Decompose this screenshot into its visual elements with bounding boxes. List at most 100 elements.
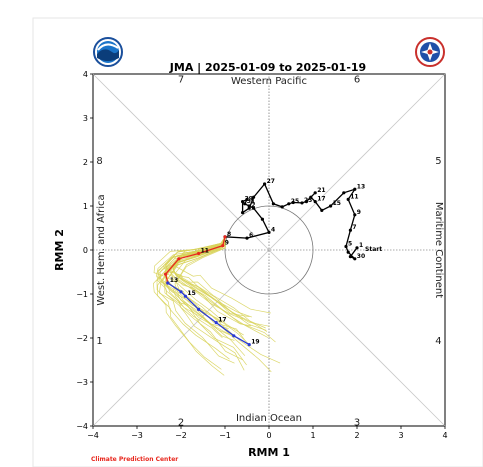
observed-point bbox=[304, 200, 308, 204]
observed-date-label: 4 bbox=[271, 226, 275, 233]
observed-point bbox=[247, 204, 251, 208]
observed-point bbox=[287, 202, 291, 206]
ensemble-line bbox=[175, 236, 281, 364]
observed-point bbox=[245, 197, 249, 201]
observed-point bbox=[291, 200, 295, 205]
observed-point bbox=[348, 255, 352, 259]
forecast-point bbox=[164, 272, 168, 276]
phase-number: 8 bbox=[96, 156, 102, 167]
x-tick-label: 2 bbox=[354, 431, 359, 440]
y-tick-label: −3 bbox=[76, 378, 88, 387]
forecast-point bbox=[232, 334, 236, 338]
y-tick-label: 4 bbox=[83, 70, 88, 79]
credit-text: Climate Prediction Center bbox=[91, 456, 178, 463]
observed-date-label: 1 bbox=[359, 242, 363, 249]
observed-point bbox=[353, 257, 357, 261]
x-tick-label: 1 bbox=[310, 431, 315, 440]
observed-date-label: 2 bbox=[251, 202, 255, 209]
forecast-point bbox=[221, 244, 225, 248]
observed-date-label: 13 bbox=[357, 183, 365, 190]
observed-point bbox=[346, 197, 350, 201]
x-axis-label: RMM 1 bbox=[248, 446, 290, 459]
ensemble-members bbox=[153, 236, 281, 376]
noaa-logo bbox=[93, 37, 123, 67]
forecast-point bbox=[214, 321, 218, 325]
observed-date-label: 7 bbox=[352, 224, 356, 231]
y-tick-label: 0 bbox=[83, 246, 88, 255]
forecast-mean-track: 9 11 13 15 17 19 bbox=[164, 235, 260, 347]
forecast-point bbox=[183, 294, 187, 298]
observed-date-label: 6 bbox=[249, 232, 253, 239]
region-top: Western Pacific bbox=[231, 76, 307, 87]
observed-point bbox=[348, 228, 352, 232]
observed-date-label: 25 bbox=[291, 198, 299, 205]
forecast-date-label: 17 bbox=[218, 317, 226, 324]
phase-number: 5 bbox=[435, 156, 441, 167]
x-tick-label: 3 bbox=[398, 431, 403, 440]
x-tick-label: 4 bbox=[442, 431, 447, 440]
observed-point bbox=[243, 202, 247, 206]
observed-point bbox=[245, 236, 249, 240]
ensemble-line bbox=[158, 236, 235, 364]
forecast-point bbox=[197, 307, 201, 311]
observed-date-label: 30 bbox=[357, 253, 365, 260]
observed-point bbox=[344, 244, 348, 249]
observed-point bbox=[241, 200, 245, 204]
y-tick-label: −1 bbox=[76, 290, 88, 299]
observed-point bbox=[267, 230, 271, 234]
observed-point bbox=[300, 201, 304, 205]
forecast-date-label: 9 bbox=[225, 240, 229, 247]
x-tick-label: −1 bbox=[219, 431, 231, 440]
phase-number: 6 bbox=[354, 74, 360, 85]
forecast-point bbox=[177, 257, 181, 261]
observed-point bbox=[346, 250, 350, 254]
region-right: Maritime Continent bbox=[433, 202, 444, 298]
ensemble-line bbox=[165, 236, 250, 317]
x-tick-label: −4 bbox=[87, 431, 99, 440]
forecast-point bbox=[179, 290, 183, 294]
nws-logo bbox=[415, 37, 445, 67]
y-tick-label: −2 bbox=[76, 334, 88, 343]
x-tick-label: 0 bbox=[266, 431, 271, 440]
forecast-date-label: 13 bbox=[170, 277, 178, 284]
ensemble-line bbox=[161, 236, 243, 361]
x-tick-label: −3 bbox=[131, 431, 143, 440]
diagonal-line bbox=[92, 73, 446, 427]
observed-point bbox=[353, 187, 357, 191]
forecast-point bbox=[247, 343, 251, 347]
y-tick-label: 2 bbox=[83, 158, 88, 167]
amplitude-circle bbox=[224, 205, 314, 295]
forecast-point bbox=[197, 251, 201, 256]
observed-date-label: 23 bbox=[304, 197, 312, 204]
observed-date-label: 15 bbox=[333, 200, 341, 207]
chart-title: JMA | 2025-01-09 to 2025-01-19 bbox=[169, 61, 366, 74]
observed-line bbox=[224, 182, 358, 260]
observed-date-label: 11 bbox=[350, 193, 358, 200]
region-bottom: Indian Ocean bbox=[236, 413, 302, 424]
observed-date-label: 31 bbox=[247, 198, 255, 205]
y-tick-label: −4 bbox=[76, 422, 88, 431]
observed-point bbox=[252, 206, 256, 210]
observed-point bbox=[252, 195, 256, 199]
phase-number: 3 bbox=[354, 418, 360, 429]
observed-point bbox=[241, 211, 245, 215]
phase-guides bbox=[92, 73, 446, 427]
y-axis-label: RMM 2 bbox=[53, 229, 66, 271]
forecast-point bbox=[223, 235, 227, 239]
observed-date-label: 8 bbox=[227, 231, 231, 238]
observed-point bbox=[260, 217, 264, 221]
phase-number: 4 bbox=[435, 336, 441, 347]
observed-date-label: 9 bbox=[357, 209, 361, 216]
phase-number: 2 bbox=[178, 418, 184, 429]
forecast-date-label: 15 bbox=[187, 290, 195, 297]
forecast-point bbox=[166, 281, 170, 285]
observed-point bbox=[309, 195, 313, 199]
observed-point bbox=[355, 246, 359, 250]
observed-date-label: 5 bbox=[348, 240, 352, 247]
observed-point bbox=[280, 205, 284, 209]
ensemble-line bbox=[157, 236, 235, 341]
observed-point bbox=[263, 182, 267, 186]
observed-point bbox=[313, 200, 317, 204]
